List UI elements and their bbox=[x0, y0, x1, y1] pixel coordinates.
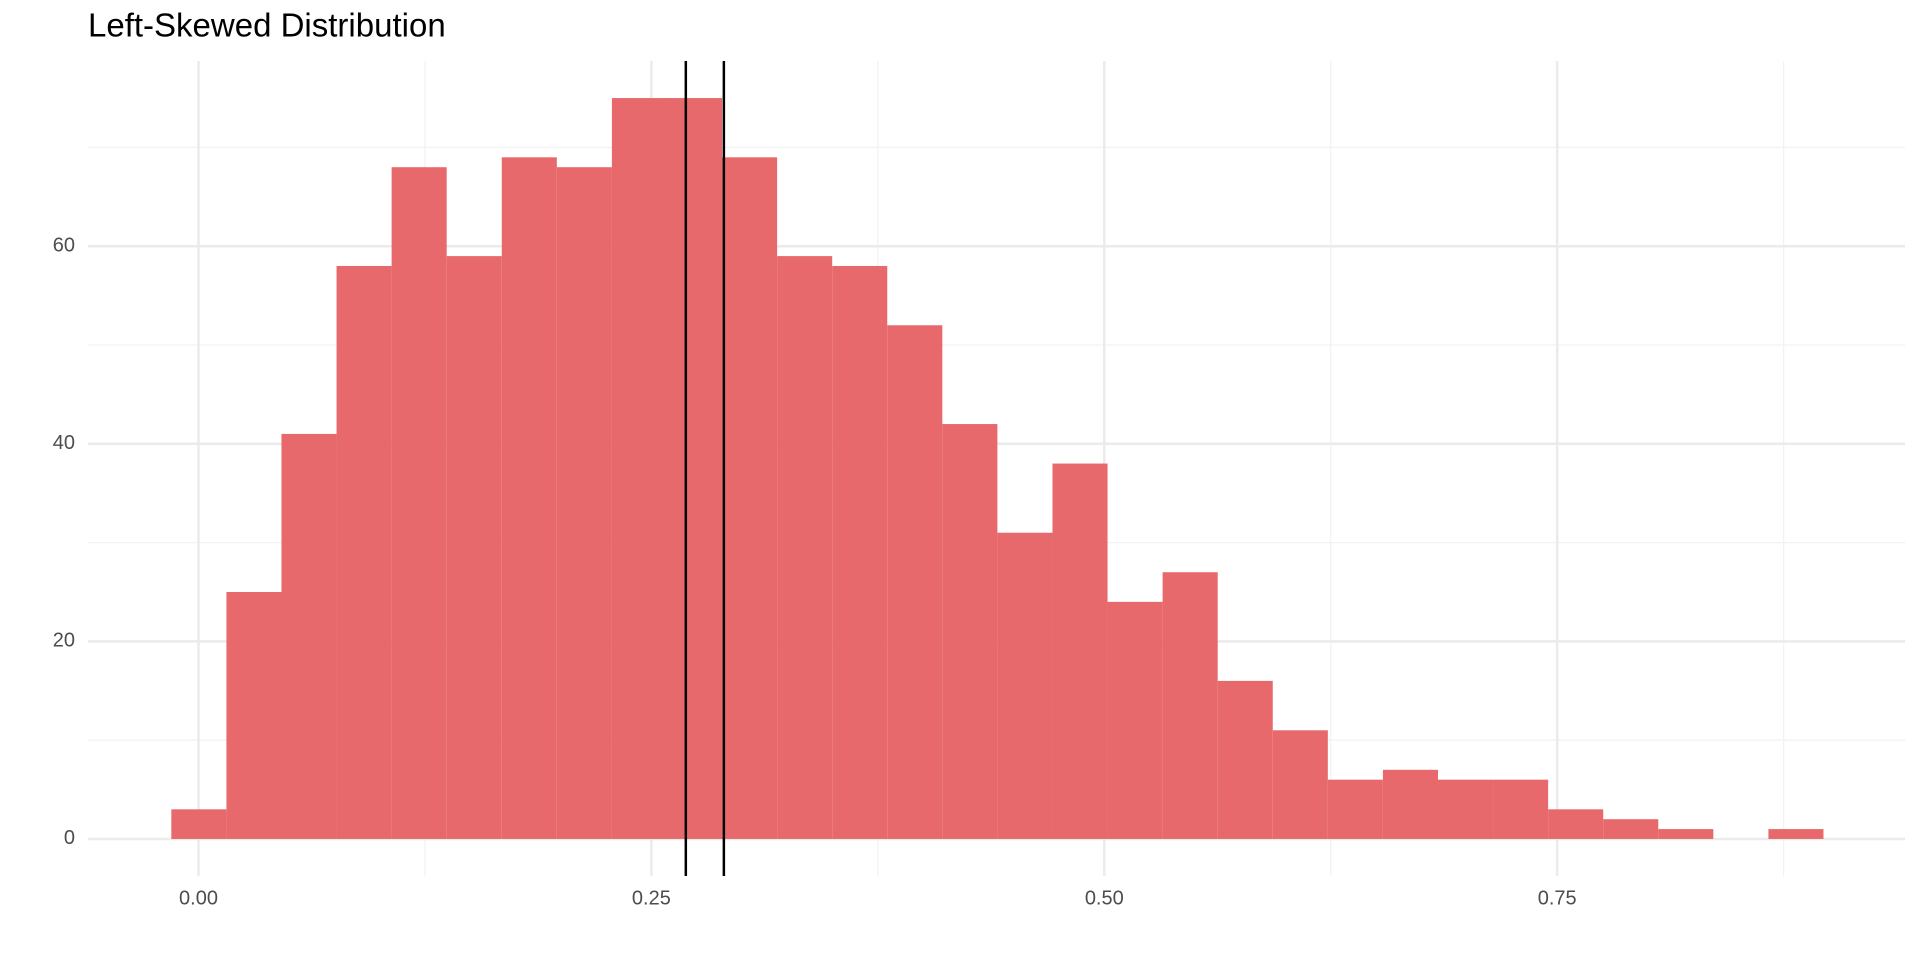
bar bbox=[1437, 779, 1494, 839]
y-tick-label: 0 bbox=[64, 827, 75, 849]
bar bbox=[1327, 779, 1383, 839]
bar bbox=[887, 325, 943, 839]
bar bbox=[556, 167, 612, 839]
bar bbox=[1493, 779, 1549, 839]
x-tick-label: 0.25 bbox=[632, 887, 671, 909]
bar bbox=[281, 433, 337, 839]
x-tick-label: 0.50 bbox=[1085, 887, 1124, 909]
x-tick-label: 0.75 bbox=[1538, 887, 1577, 909]
bar bbox=[997, 532, 1053, 839]
bar bbox=[1548, 809, 1604, 839]
bar bbox=[446, 256, 502, 839]
x-tick-label: 0.00 bbox=[179, 887, 218, 909]
y-tick-label: 20 bbox=[53, 630, 75, 652]
bar bbox=[1107, 601, 1163, 839]
bar bbox=[832, 265, 888, 839]
bar bbox=[1603, 819, 1659, 839]
bar bbox=[391, 167, 447, 839]
bar bbox=[666, 98, 723, 839]
chart-title: Left-Skewed Distribution bbox=[88, 7, 446, 44]
bar bbox=[777, 256, 833, 839]
bar bbox=[171, 809, 227, 839]
bar bbox=[1658, 829, 1714, 839]
bar bbox=[611, 98, 667, 839]
bar bbox=[1162, 572, 1218, 839]
bar bbox=[722, 157, 778, 839]
bar bbox=[1217, 680, 1273, 839]
bar bbox=[336, 265, 392, 839]
y-tick-label: 40 bbox=[53, 432, 75, 454]
bar bbox=[1052, 463, 1108, 839]
bar bbox=[1768, 829, 1824, 839]
bar bbox=[1272, 730, 1328, 839]
y-tick-label: 60 bbox=[53, 235, 75, 257]
bar bbox=[226, 591, 282, 839]
bar bbox=[1382, 769, 1438, 839]
bar bbox=[501, 157, 557, 839]
bar bbox=[942, 424, 998, 839]
